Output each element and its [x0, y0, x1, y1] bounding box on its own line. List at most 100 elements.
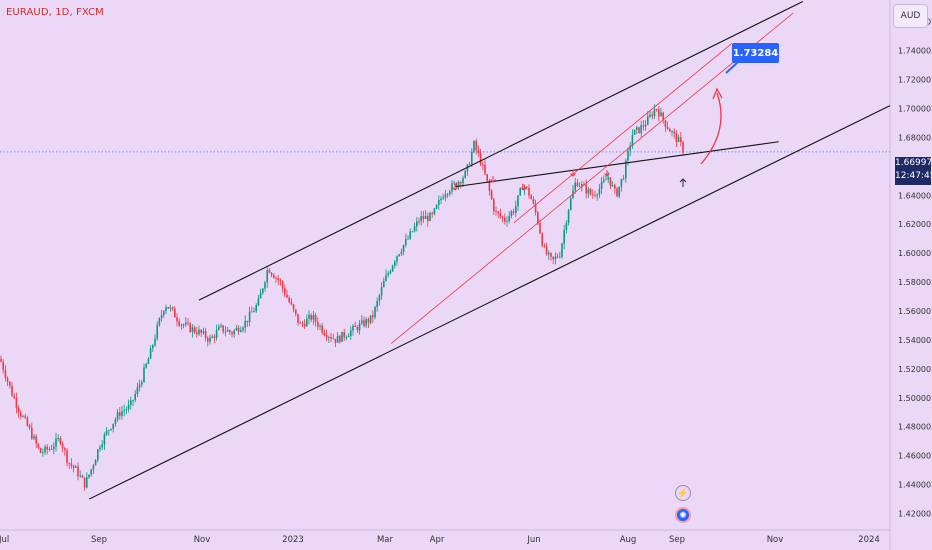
- lightning-icon[interactable]: ⚡: [675, 485, 691, 501]
- candle-body: [242, 327, 244, 331]
- time-tick-label: Sep: [669, 535, 685, 545]
- price-tick-label: 1.42000: [898, 510, 931, 519]
- candle-body: [376, 300, 378, 307]
- candle-body: [207, 338, 209, 342]
- candle-body: [328, 336, 330, 338]
- candle-body: [97, 449, 99, 460]
- candle-body: [235, 327, 238, 331]
- drawings: [0, 0, 891, 500]
- candle-body: [616, 188, 618, 197]
- candle-body: [244, 320, 246, 328]
- candle-body: [563, 230, 565, 244]
- candle-body: [517, 195, 519, 207]
- price-tick-label: 1.62000: [898, 220, 931, 229]
- candle-body: [394, 261, 396, 266]
- candle-body: [622, 178, 625, 180]
- candle-body: [669, 128, 671, 132]
- candle-body: [413, 226, 416, 232]
- candle-body: [105, 430, 108, 435]
- candle-body: [121, 411, 123, 416]
- candle-body: [35, 436, 37, 444]
- candle-body: [352, 325, 354, 331]
- candle-body: [220, 325, 222, 327]
- candle-body: [570, 198, 572, 210]
- currency-button[interactable]: AUD: [893, 4, 928, 28]
- candle-body: [446, 194, 449, 195]
- candle-body: [138, 384, 141, 388]
- candle-body: [101, 444, 103, 448]
- candle-body: [596, 194, 598, 196]
- candle-body: [141, 382, 143, 385]
- candle-body: [158, 318, 161, 325]
- candle-body: [64, 448, 66, 451]
- candle-body: [420, 216, 422, 222]
- candle-body: [167, 306, 169, 309]
- candle-body: [90, 469, 92, 475]
- candle-body: [145, 363, 147, 368]
- candle-body: [387, 273, 389, 276]
- dividends-icon[interactable]: ✺: [675, 507, 691, 523]
- candle-body: [611, 184, 614, 186]
- candle-body: [592, 194, 594, 196]
- candle-body: [515, 206, 517, 213]
- candle-body: [506, 221, 508, 222]
- red-channel-lower-line[interactable]: [390, 12, 794, 344]
- neckline-line[interactable]: [455, 141, 779, 188]
- candle-body: [319, 325, 321, 327]
- candle-body: [116, 412, 119, 420]
- red-channel-upper-line[interactable]: [513, 43, 733, 224]
- candle-body: [510, 211, 513, 216]
- candle-body: [160, 315, 163, 319]
- candle-body: [680, 137, 682, 142]
- candle-body: [682, 141, 684, 153]
- candle-body: [321, 325, 323, 333]
- candle-body: [673, 131, 675, 134]
- upper-channel-line[interactable]: [198, 0, 804, 301]
- candle-body: [418, 221, 420, 223]
- candle-body: [24, 416, 26, 418]
- candle-body: [42, 452, 44, 454]
- last-price-value: 1.66997: [895, 158, 932, 168]
- lower-channel-line[interactable]: [88, 105, 891, 500]
- price-tick-label: 1.64000: [898, 191, 931, 200]
- candle-body: [609, 177, 612, 186]
- candle-body: [587, 189, 590, 194]
- candle-body: [28, 425, 31, 428]
- candle-body: [369, 315, 372, 323]
- candle-body: [508, 215, 510, 222]
- candle-body: [119, 412, 121, 416]
- candle-body: [275, 277, 277, 279]
- time-tick-label: Nov: [767, 535, 784, 545]
- candle-body: [372, 315, 374, 318]
- projection-arrowhead-icon: [712, 87, 723, 100]
- candle-body: [284, 288, 286, 295]
- candle-body: [361, 320, 363, 324]
- candle-body: [550, 252, 552, 257]
- candle-body: [664, 120, 667, 127]
- candle-body: [402, 244, 405, 252]
- candle-body: [449, 191, 451, 195]
- candle-body: [471, 151, 473, 165]
- candle-body: [193, 327, 196, 333]
- candle-body: [486, 174, 488, 181]
- candle-body: [20, 412, 22, 417]
- candle-body: [655, 109, 658, 111]
- candle-body: [501, 216, 504, 218]
- candle-body: [174, 308, 176, 318]
- candle-body: [9, 381, 11, 386]
- time-tick-label: 2023: [282, 535, 304, 545]
- down-arrow-icon: [570, 170, 576, 177]
- candle-body: [268, 270, 271, 273]
- candle-body: [658, 109, 660, 117]
- candle-body: [50, 449, 53, 450]
- candle-body: [391, 265, 394, 272]
- candle-body: [2, 361, 4, 371]
- candle-body: [440, 198, 442, 201]
- candle-body: [363, 320, 365, 326]
- candle-body: [314, 314, 317, 322]
- candle-body: [589, 189, 592, 195]
- candle-body: [367, 319, 370, 323]
- candle-body: [310, 314, 312, 320]
- candle-body: [468, 164, 471, 166]
